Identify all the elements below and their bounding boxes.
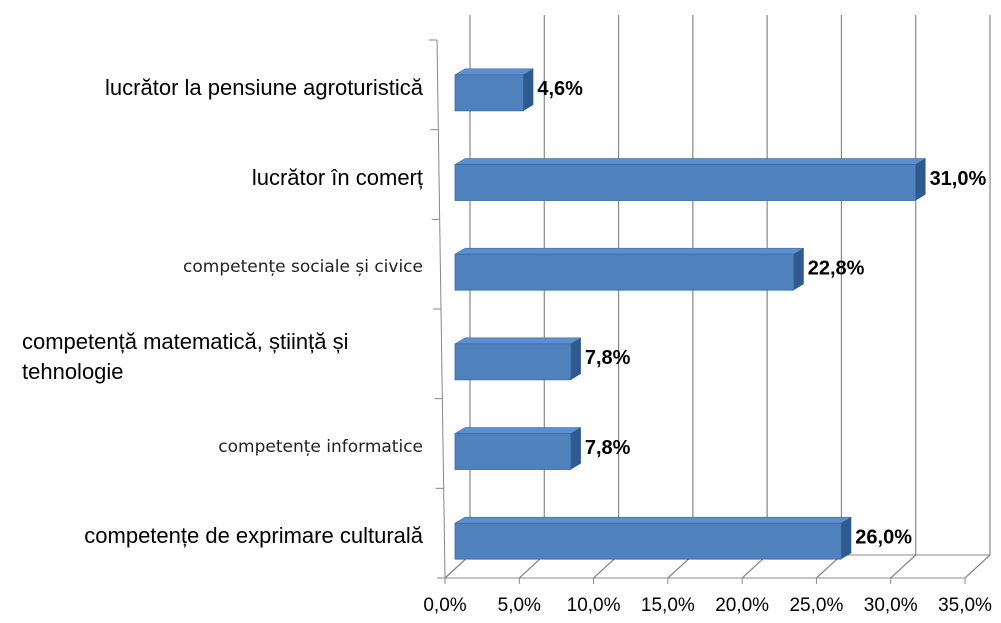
bar-side (841, 517, 852, 560)
bar-side (570, 427, 581, 470)
grid-line-floor (964, 554, 991, 579)
bar (454, 247, 805, 291)
bar-top (454, 516, 853, 524)
category-label: competențe informatice (218, 436, 423, 457)
category-label: lucrător în comerț (251, 164, 423, 190)
bar-top (454, 158, 927, 165)
bar-side (570, 337, 581, 380)
bar-front (454, 343, 572, 381)
category-label: competențe sociale și civice (183, 257, 423, 278)
bar-top (454, 68, 535, 76)
bar-side (793, 248, 804, 291)
x-tick-label: 0,0% (423, 595, 466, 616)
bar (454, 337, 582, 381)
bar (454, 516, 853, 560)
bar-side (523, 68, 534, 111)
x-tick-label: 5,0% (498, 595, 541, 616)
bar-top (454, 247, 805, 255)
value-label: 7,8% (585, 437, 631, 459)
bar-front (454, 433, 572, 470)
x-tick-label: 35,0% (938, 595, 992, 616)
value-label: 26,0% (855, 526, 912, 548)
bar-top (454, 337, 582, 345)
bar-front (454, 253, 795, 291)
value-label: 31,0% (930, 168, 987, 190)
x-tick-label: 20,0% (715, 595, 769, 616)
grid-line-floor (890, 554, 917, 579)
x-tick-label: 15,0% (641, 595, 695, 616)
bar-front (454, 522, 842, 560)
bar (454, 158, 927, 201)
bar-top (454, 427, 582, 434)
value-label: 22,8% (808, 257, 865, 279)
x-tick-label: 30,0% (864, 595, 918, 616)
bar-side (915, 158, 926, 201)
category-label: competență matematică, știință și tehnol… (22, 328, 349, 384)
bar-front (454, 164, 916, 201)
value-label: 7,8% (585, 347, 631, 369)
x-tick-label: 25,0% (789, 595, 843, 616)
bar (454, 68, 535, 112)
x-tick-label: 10,0% (567, 595, 621, 616)
category-label: competențe de exprimare culturală (84, 523, 423, 549)
bar (454, 427, 582, 470)
bar-front (454, 74, 524, 112)
value-label: 4,6% (537, 78, 583, 100)
category-label: lucrător la pensiune agroturistică (105, 74, 423, 100)
